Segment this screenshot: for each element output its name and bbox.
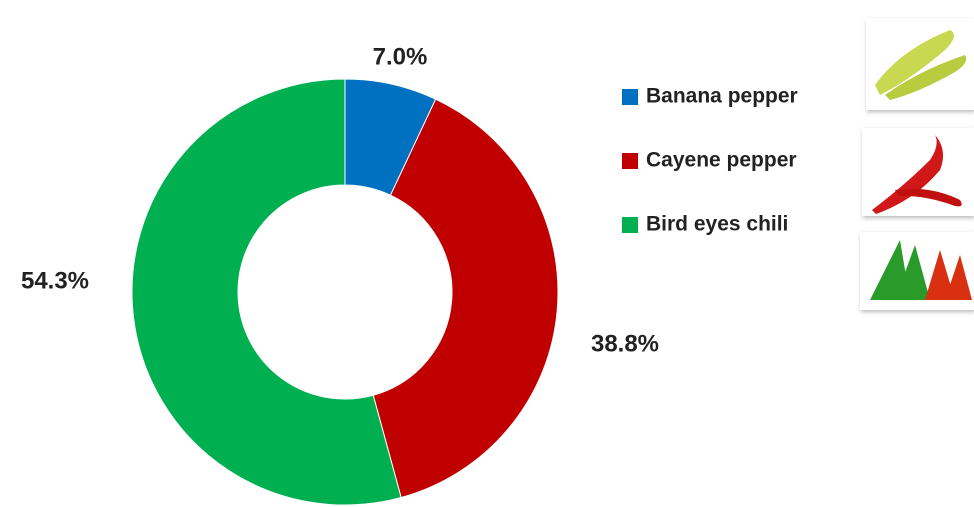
pepper-shape xyxy=(875,30,954,95)
pepper-shape xyxy=(895,188,962,207)
pepper-pictures xyxy=(860,18,974,310)
value-label: 38.8% xyxy=(591,330,659,357)
value-label: 7.0% xyxy=(373,43,428,70)
pepper-shape xyxy=(872,135,944,214)
legend-swatch xyxy=(622,89,638,105)
legend-swatch xyxy=(622,217,638,233)
value-label: 54.3% xyxy=(21,267,89,294)
legend-label: Bird eyes chili xyxy=(646,213,788,236)
pepper-shape xyxy=(885,55,967,100)
donut-slice xyxy=(131,78,402,506)
legend-label: Banana pepper xyxy=(646,85,798,108)
pepper-shape xyxy=(925,250,972,300)
legend-label: Cayene pepper xyxy=(646,149,797,172)
pepper-shape xyxy=(870,240,930,300)
donut-slice xyxy=(372,98,559,499)
legend-swatch xyxy=(622,153,638,169)
